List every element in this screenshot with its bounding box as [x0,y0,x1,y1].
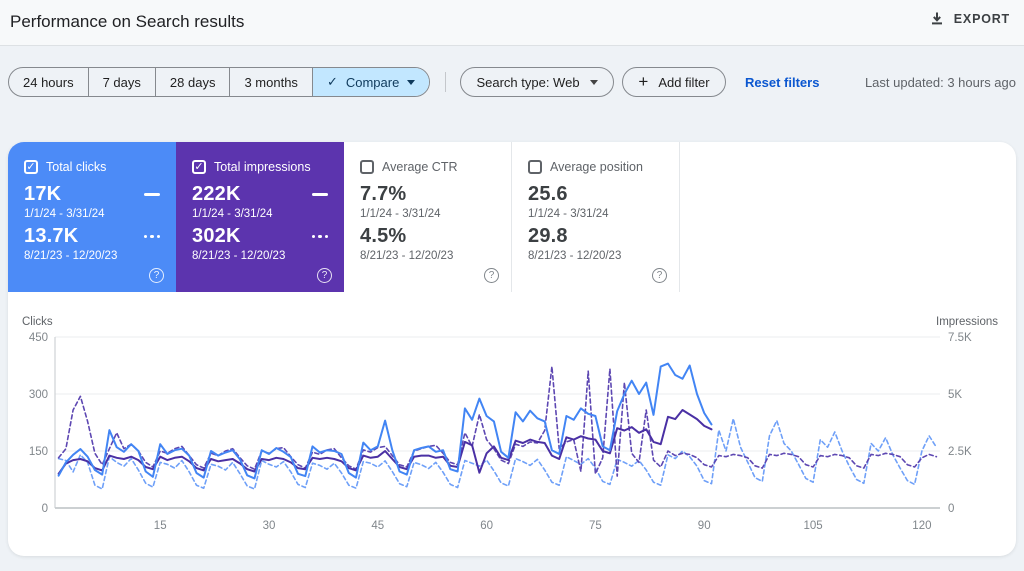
dashed-line-indicator [311,234,328,239]
filter-bar: 24 hours 7 days 28 days 3 months ✓ Compa… [0,60,1024,104]
metric-label: Total impressions [214,160,311,174]
checkbox-unchecked-icon[interactable] [360,160,374,174]
metric-value-previous: 13.7K [24,225,79,247]
svg-text:120: 120 [912,520,931,532]
range-7-days[interactable]: 7 days [87,68,155,96]
solid-line-indicator [144,193,160,196]
download-icon [929,11,945,27]
metric-range-current: 1/1/24 - 3/31/24 [24,208,105,220]
filter-divider [445,72,446,92]
metric-label: Total clicks [46,160,107,174]
svg-text:5K: 5K [948,389,962,401]
svg-text:60: 60 [480,520,493,532]
dashed-line-indicator [143,234,160,239]
metric-cards: ✓ Total clicks 17K 1/1/24 - 3/31/24 13.7… [8,142,1016,292]
metric-label: Average CTR [382,160,458,174]
metric-card-average-ctr[interactable]: Average CTR 7.7% 1/1/24 - 3/31/24 4.5% 8… [344,142,512,292]
metric-range-current: 1/1/24 - 3/31/24 [360,208,441,220]
checkbox-unchecked-icon[interactable] [528,160,542,174]
help-icon[interactable]: ? [317,268,332,283]
metric-value-current: 222K [192,183,241,205]
svg-text:300: 300 [29,389,48,401]
export-label: EXPORT [953,12,1010,26]
metric-range-previous: 8/21/23 - 12/20/23 [192,250,286,262]
checkbox-checked-icon[interactable]: ✓ [24,160,38,174]
svg-text:7.5K: 7.5K [948,332,972,344]
help-icon[interactable]: ? [652,268,667,283]
svg-text:105: 105 [804,520,823,532]
help-icon[interactable]: ? [149,268,164,283]
range-28-days[interactable]: 28 days [154,68,230,96]
svg-text:Clicks: Clicks [22,316,53,328]
metric-range-previous: 8/21/23 - 12/20/23 [528,250,622,262]
metric-card-average-position[interactable]: Average position 25.6 1/1/24 - 3/31/24 2… [512,142,680,292]
performance-chart: 0 0 150 2.5K 300 5K 450 7.5K Clicks Impressions 15… [8,300,1016,550]
metric-value-previous: 302K [192,225,241,247]
svg-text:0: 0 [948,503,954,515]
svg-text:30: 30 [263,520,276,532]
date-range-selector: 24 hours 7 days 28 days 3 months ✓ Compa… [8,67,431,97]
metric-range-previous: 8/21/23 - 12/20/23 [24,250,118,262]
metric-range-current: 1/1/24 - 3/31/24 [192,208,273,220]
svg-text:2.5K: 2.5K [948,446,972,458]
reset-filters-link[interactable]: Reset filters [745,75,820,90]
clicks-impressions-line-chart: 0 0 150 2.5K 300 5K 450 7.5K Clicks Impressions 15… [22,316,998,532]
plus-icon: + [638,72,649,91]
range-compare[interactable]: ✓ Compare [311,68,430,96]
metric-value-current: 17K [24,183,62,205]
svg-text:Impressions: Impressions [936,316,998,328]
svg-text:15: 15 [154,520,167,532]
svg-text:45: 45 [371,520,384,532]
last-updated-text: Last updated: 3 hours ago [864,75,1016,90]
svg-text:75: 75 [589,520,602,532]
page-title: Performance on Search results [10,12,245,31]
search-type-dropdown[interactable]: Search type: Web [460,67,614,97]
export-button[interactable]: EXPORT [929,11,1010,27]
metric-value-previous: 29.8 [528,225,568,247]
metric-value-current: 25.6 [528,183,568,205]
check-icon: ✓ [326,74,338,89]
top-bar: Performance on Search results EXPORT [0,0,1024,46]
svg-text:150: 150 [29,446,48,458]
metric-card-total-impressions[interactable]: ✓ Total impressions 222K 1/1/24 - 3/31/2… [176,142,344,292]
compare-label: Compare [345,74,400,90]
metric-value-previous: 4.5% [360,225,407,247]
svg-text:450: 450 [29,332,48,344]
checkbox-checked-icon[interactable]: ✓ [192,160,206,174]
svg-text:90: 90 [698,520,711,532]
performance-panel: ✓ Total clicks 17K 1/1/24 - 3/31/24 13.7… [8,142,1016,556]
chevron-down-icon [407,79,416,85]
add-filter-label: Add filter [658,74,710,90]
metric-value-current: 7.7% [360,183,407,205]
range-24-hours[interactable]: 24 hours [23,74,74,90]
search-type-label: Search type: Web [476,74,580,90]
add-filter-button[interactable]: + Add filter [622,67,726,97]
metric-range-previous: 8/21/23 - 12/20/23 [360,250,454,262]
metric-label: Average position [550,160,643,174]
chevron-down-icon [589,79,598,85]
svg-text:0: 0 [42,503,48,515]
metric-range-current: 1/1/24 - 3/31/24 [528,208,609,220]
solid-line-indicator [312,193,328,196]
help-icon[interactable]: ? [484,268,499,283]
range-3-months[interactable]: 3 months [229,68,311,96]
metric-card-total-clicks[interactable]: ✓ Total clicks 17K 1/1/24 - 3/31/24 13.7… [8,142,176,292]
